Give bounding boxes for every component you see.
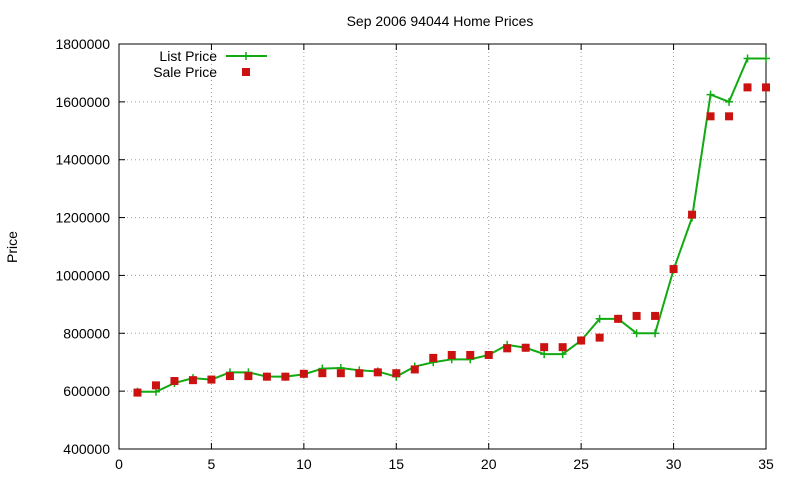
sale-price-point	[503, 344, 512, 353]
sale-price-point	[558, 343, 567, 352]
sale-price-point	[170, 377, 179, 386]
sale-price-point	[133, 388, 142, 397]
y-tick-label: 1400000	[55, 152, 110, 168]
sale-price-point	[725, 112, 734, 121]
sale-price-point	[151, 381, 160, 390]
sale-price-point	[706, 112, 715, 121]
x-axis: 0 5 10 15 20 25 30 35	[115, 44, 774, 472]
chart-title: Sep 2006 94044 Home Prices	[347, 13, 534, 29]
list-price-point	[706, 90, 715, 99]
legend-entry-sale-price: Sale Price	[153, 64, 250, 80]
plot-frame	[118, 43, 767, 450]
y-tick-label: 400000	[63, 441, 110, 457]
legend-entry-list-price: List Price	[159, 48, 267, 64]
series-list-price	[133, 54, 770, 396]
sale-price-point	[651, 311, 660, 320]
list-price-point	[725, 97, 734, 106]
list-price-point	[632, 329, 641, 338]
grid	[119, 44, 766, 449]
sale-price-point	[521, 343, 530, 352]
sale-price-point	[743, 83, 752, 92]
series-sale-price	[133, 83, 770, 397]
x-tick-label: 0	[115, 456, 123, 472]
y-tick-label: 1200000	[55, 210, 110, 226]
legend-swatch	[226, 52, 267, 60]
sale-price-point	[484, 350, 493, 359]
sale-price-point	[355, 369, 364, 378]
sale-price-point	[632, 311, 641, 320]
list-price-line	[137, 57, 766, 393]
sale-price-point	[762, 83, 770, 92]
sale-price-point	[466, 350, 475, 359]
sale-price-point	[577, 336, 586, 345]
list-price-point	[558, 350, 567, 359]
sale-price-point	[207, 375, 216, 384]
y-tick-label: 600000	[63, 383, 110, 399]
sale-price-point	[373, 368, 382, 377]
legend-swatch	[242, 68, 250, 76]
sale-price-point	[614, 314, 623, 323]
legend-label: List Price	[159, 48, 217, 64]
sale-price-point	[188, 376, 197, 385]
list-price-point	[743, 54, 752, 63]
list-price-point	[651, 329, 660, 338]
legend: List Price Sale Price	[153, 48, 267, 80]
sale-price-point	[336, 369, 345, 378]
sale-price-point	[262, 372, 271, 381]
sale-price-point	[392, 369, 401, 378]
list-price-point	[595, 314, 604, 323]
y-axis: 400000 600000 800000 1000000 1200000 1400000 1…	[55, 36, 766, 457]
legend-label: Sale Price	[153, 64, 217, 80]
sale-price-point	[595, 333, 604, 342]
sale-price-point	[299, 369, 308, 378]
y-axis-label: Price	[4, 231, 20, 263]
legend-marker	[242, 52, 250, 60]
y-tick-label: 1000000	[55, 267, 110, 283]
y-tick-label: 1600000	[55, 94, 110, 110]
list-price-point	[540, 350, 549, 359]
legend-marker	[242, 68, 250, 76]
x-tick-label: 10	[296, 456, 312, 472]
list-price-point	[762, 54, 770, 63]
sale-price-point	[447, 350, 456, 359]
x-tick-label: 35	[758, 456, 774, 472]
sale-price-point	[410, 365, 419, 374]
y-tick-label: 1800000	[55, 36, 110, 52]
y-tick-label: 800000	[63, 325, 110, 341]
x-tick-label: 25	[573, 456, 589, 472]
sale-price-point	[688, 210, 697, 219]
sale-price-point	[225, 372, 234, 381]
sale-price-point	[318, 369, 327, 378]
sale-price-point	[429, 353, 438, 362]
sale-price-point	[669, 265, 678, 274]
series-layer	[133, 54, 770, 397]
x-tick-label: 5	[208, 456, 216, 472]
x-tick-label: 15	[388, 456, 404, 472]
x-tick-label: 30	[666, 456, 682, 472]
x-tick-label: 20	[481, 456, 497, 472]
sale-price-point	[281, 372, 290, 381]
sale-price-point	[540, 343, 549, 352]
sale-price-point	[244, 372, 253, 381]
